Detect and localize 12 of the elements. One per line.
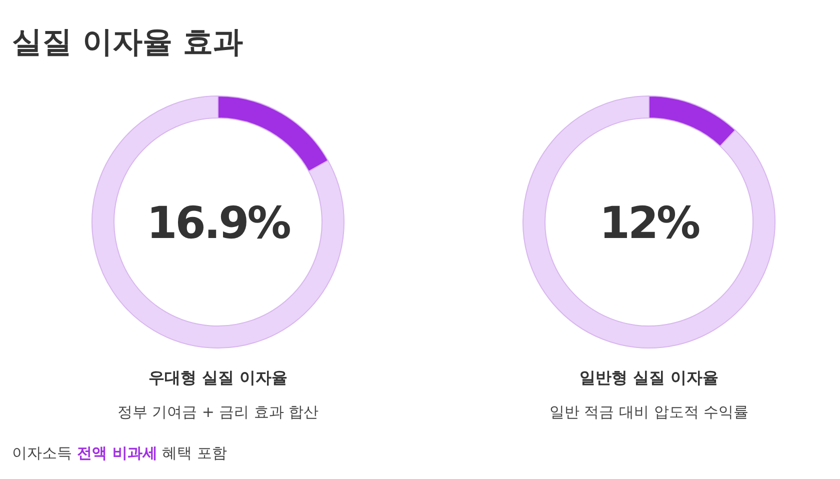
donut-slice [92, 96, 344, 348]
text: 이자소득 [12, 444, 72, 462]
chart-title: 실질 이자율 효과 [12, 25, 243, 60]
text: 정부 기여금 + 금리 효과 합산 [117, 403, 319, 421]
donut-slice [522, 96, 776, 348]
text: 전액 비과세 [72, 444, 158, 462]
text: 12% [599, 198, 700, 249]
text: 혜택 포함 [157, 444, 227, 462]
text: 16.9% [146, 198, 290, 249]
text: 일반형 실질 이자율 [579, 368, 719, 387]
text: 우대형 실질 이자율 [148, 368, 288, 387]
text: 일반 적금 대비 압도적 수익률 [549, 403, 749, 421]
